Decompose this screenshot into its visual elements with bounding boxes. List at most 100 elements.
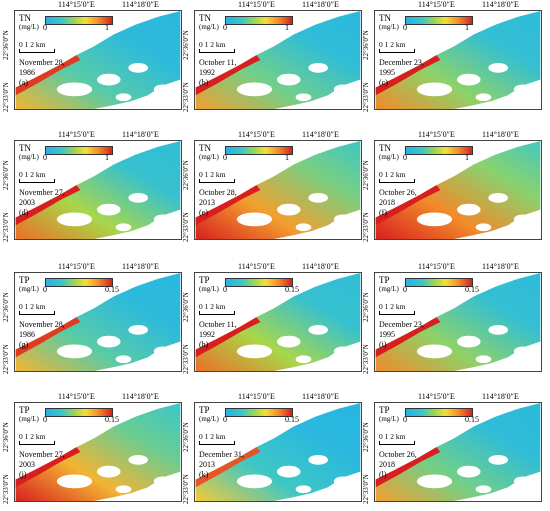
scale-bar: [379, 179, 415, 183]
map-panel: 114°15′0″E 114°18′0″E TP (mg/L) 0 0.15 0 1 2 k…: [2, 392, 182, 504]
colorbar: [45, 146, 113, 155]
bay-water: [15, 11, 181, 109]
latitude-label: 22°33′0″N: [182, 344, 190, 374]
variable-label: TP: [199, 275, 210, 285]
colorbar-min: 0: [43, 285, 47, 294]
land-area: [333, 476, 352, 487]
map-frame: TP (mg/L) 0 0.15 0 1 2 km December 31, 2013 (k): [194, 402, 362, 502]
land-area: [56, 82, 93, 97]
map-frame: TP (mg/L) 0 0.15 0 1 2 km November 27, 2003 (j): [14, 402, 182, 502]
date-line-1: October 26,: [379, 450, 417, 459]
unit-label: (mg/L): [19, 23, 39, 31]
coastal-high-band: [15, 55, 81, 96]
longitude-label: 114°18′0″E: [482, 130, 519, 139]
date-line-2: 1986: [19, 330, 35, 339]
bay-water: [195, 403, 361, 501]
colorbar: [45, 278, 113, 287]
date-line-2: 2003: [19, 198, 35, 207]
map-frame: TN (mg/L) 0 1 0 1 2 km October 11, 1992 (b): [194, 10, 362, 110]
water-quality-map: [195, 273, 361, 371]
date-label: October 28, 2013: [199, 188, 237, 208]
colorbar-min: 0: [223, 415, 227, 424]
map-panel: 114°15′0″E 114°18′0″E TN (mg/L) 0 1 0 1 2 km No…: [2, 130, 182, 242]
map-frame: TN (mg/L) 0 1 0 1 2 km November 27, 2003 (d): [14, 140, 182, 240]
bay-water: [375, 403, 541, 501]
map-frame: TP (mg/L) 0 0.15 0 1 2 km October 11, 1992 (h): [194, 272, 362, 372]
date-label: October 11, 1992: [199, 320, 236, 340]
panel-tag: (j): [19, 470, 27, 479]
colorbar: [405, 408, 473, 417]
land-area: [416, 212, 453, 227]
map-panel: 114°15′0″E 114°18′0″E TP (mg/L) 0 0.15 0 1 2 k…: [362, 392, 542, 504]
land-area: [513, 346, 532, 357]
colorbar: [225, 146, 293, 155]
date-line-1: November 28,: [19, 58, 65, 67]
land-area: [513, 84, 532, 95]
longitude-label: 114°15′0″E: [418, 130, 455, 139]
date-line-1: November 28,: [19, 320, 65, 329]
latitude-label: 22°36′0″N: [362, 30, 370, 60]
land-area: [475, 485, 492, 494]
date-label: October 11, 1992: [199, 58, 236, 78]
variable-label: TP: [199, 405, 210, 415]
variable-label: TN: [199, 13, 211, 23]
colorbar: [225, 278, 293, 287]
water-quality-map: [375, 273, 541, 371]
date-label: December 23, 1995: [379, 58, 424, 78]
date-label: November 28, 1986: [19, 320, 65, 340]
date-line-1: October 11,: [199, 58, 237, 67]
map-frame: TN (mg/L) 0 1 0 1 2 km November 28, 1986 (a): [14, 10, 182, 110]
panel-tag: (g): [19, 340, 29, 349]
colorbar-max: 0.15: [285, 415, 299, 424]
panel-tag: (f): [379, 208, 387, 217]
bay-water: [195, 11, 361, 109]
land-area: [115, 93, 132, 102]
scale-label: 0 1 2 km: [199, 170, 226, 179]
land-area: [97, 203, 121, 216]
scale-bar: [379, 441, 415, 445]
colorbar-min: 0: [223, 285, 227, 294]
land-area: [295, 485, 312, 494]
scale-label: 0 1 2 km: [19, 170, 46, 179]
panel-tag: (h): [199, 340, 209, 349]
land-area: [277, 203, 301, 216]
panel-tag: (b): [199, 78, 209, 87]
map-frame: TN (mg/L) 0 1 0 1 2 km October 26, 2018 (f): [374, 140, 542, 240]
longitude-label: 114°15′0″E: [58, 0, 95, 9]
land-area: [128, 454, 148, 465]
unit-label: (mg/L): [379, 153, 399, 161]
scale-bar: [19, 441, 55, 445]
longitude-label: 114°18′0″E: [302, 130, 339, 139]
longitude-label: 114°18′0″E: [482, 262, 519, 271]
unit-label: (mg/L): [199, 153, 219, 161]
scale-bar: [19, 311, 55, 315]
longitude-label: 114°18′0″E: [122, 392, 159, 401]
colorbar: [405, 278, 473, 287]
colorbar-min: 0: [403, 23, 407, 32]
longitude-label: 114°15′0″E: [58, 262, 95, 271]
land-area: [128, 62, 148, 73]
colorbar-min: 0: [43, 415, 47, 424]
land-area: [308, 62, 328, 73]
colorbar-max: 1: [105, 23, 109, 32]
colorbar-max: 0.15: [105, 415, 119, 424]
latitude-label: 22°33′0″N: [2, 212, 10, 242]
latitude-label: 22°36′0″N: [2, 422, 10, 452]
bay-water: [15, 403, 181, 501]
land-area: [457, 465, 481, 478]
date-label: December 23, 1995: [379, 320, 424, 340]
date-line-1: December 23,: [379, 320, 424, 329]
water-quality-map: [15, 403, 181, 501]
longitude-label: 114°18′0″E: [122, 262, 159, 271]
land-area: [308, 324, 328, 335]
water-quality-map: [195, 11, 361, 109]
variable-label: TN: [379, 13, 391, 23]
map-panel: 114°15′0″E 114°18′0″E TN (mg/L) 0 1 0 1 2 km Oc…: [362, 130, 542, 242]
bay-water: [375, 11, 541, 109]
panel-tag: (c): [379, 78, 388, 87]
bay-water: [375, 141, 541, 239]
scale-bar: [379, 311, 415, 315]
latitude-label: 22°33′0″N: [2, 474, 10, 504]
date-label: December 31, 2013: [199, 450, 244, 470]
